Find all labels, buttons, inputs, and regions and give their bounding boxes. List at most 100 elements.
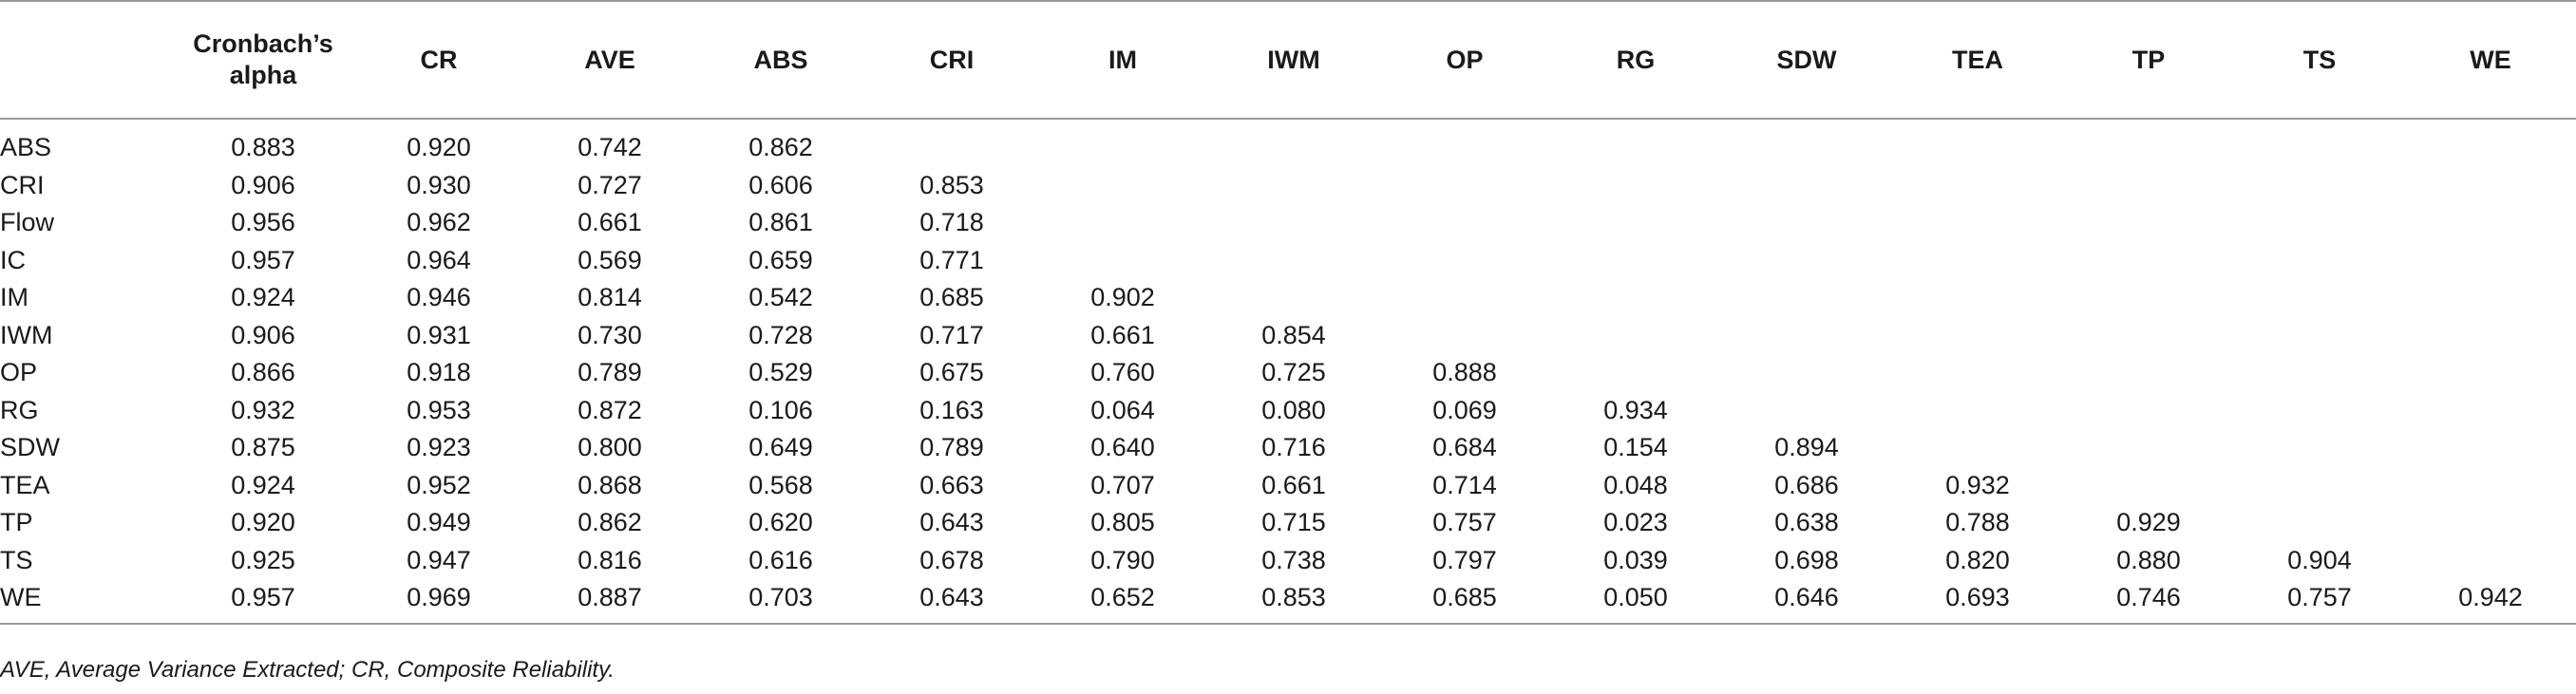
row-label: ABS: [0, 133, 52, 162]
table-row: TP 0.920 0.949 0.862 0.620 0.643 0.805 0.715 0.7…: [0, 504, 2576, 542]
header-cell: ABS: [753, 45, 808, 74]
table-cell: 0.050: [1603, 583, 1668, 612]
table-cell: 0.643: [919, 583, 984, 612]
table-cell: 0.920: [231, 508, 295, 537]
table-row: RG 0.932 0.953 0.872 0.106 0.163 0.064 0.080 0.0…: [0, 392, 2576, 430]
table-cell: [2234, 204, 2405, 242]
table-cell: 0.663: [919, 470, 984, 499]
table-cell: [1892, 392, 2063, 430]
table-cell: 0.684: [1432, 433, 1497, 462]
table-cell: [2234, 429, 2405, 467]
table-cell: 0.678: [919, 545, 984, 574]
table-cell: 0.685: [919, 283, 984, 312]
table-cell: 0.163: [919, 395, 984, 424]
table-cell: 0.942: [2458, 583, 2523, 612]
table-cell: 0.529: [748, 358, 813, 387]
table-cell: 0.862: [748, 133, 813, 162]
table-cell: 0.064: [1090, 395, 1155, 424]
table-cell: 0.930: [407, 170, 471, 199]
table-cell: [1208, 167, 1379, 205]
table-cell: 0.659: [748, 245, 813, 274]
table-cell: 0.725: [1261, 358, 1326, 387]
row-label: IWM: [0, 320, 53, 349]
table-cell: 0.661: [1090, 320, 1155, 349]
table-cell: 0.715: [1261, 508, 1326, 537]
table-cell: [2234, 242, 2405, 280]
table-cell: [2405, 354, 2576, 392]
table-cell: [1037, 167, 1208, 205]
table-row: TS 0.925 0.947 0.816 0.616 0.678 0.790 0.738 0.7…: [0, 542, 2576, 580]
table-cell: 0.714: [1432, 470, 1497, 499]
table-cell: [2405, 279, 2576, 317]
table-cell: [2063, 204, 2234, 242]
table-cell: 0.854: [1261, 320, 1326, 349]
table-cell: [2063, 119, 2234, 167]
table-cell: 0.638: [1774, 508, 1839, 537]
table-cell: 0.661: [578, 208, 642, 237]
table-cell: 0.800: [578, 433, 642, 462]
table-cell: [2405, 429, 2576, 467]
table-cell: [2063, 392, 2234, 430]
table-cell: 0.931: [407, 320, 471, 349]
table-cell: 0.757: [1432, 508, 1497, 537]
table-cell: [1892, 354, 2063, 392]
table-cell: 0.918: [407, 358, 471, 387]
table-cell: 0.932: [231, 395, 295, 424]
table-cell: 0.675: [919, 358, 984, 387]
table-cell: 0.760: [1090, 358, 1155, 387]
table-row: SDW 0.875 0.923 0.800 0.649 0.789 0.640 0.716 0.…: [0, 429, 2576, 467]
table-cell: 0.906: [231, 170, 295, 199]
table-cell: [2405, 317, 2576, 355]
table-cell: 0.686: [1774, 470, 1839, 499]
table-cell: 0.816: [578, 545, 642, 574]
table-cell: 0.643: [919, 508, 984, 537]
table-cell: 0.862: [578, 508, 642, 537]
table-cell: 0.920: [407, 133, 471, 162]
table-cell: [1379, 317, 1550, 355]
table-cell: [1379, 242, 1550, 280]
table-cell: 0.929: [2116, 508, 2181, 537]
table-cell: 0.923: [407, 433, 471, 462]
row-label: CRI: [0, 170, 45, 199]
table-cell: [2234, 467, 2405, 505]
table-cell: [2405, 204, 2576, 242]
table-cell: 0.649: [748, 433, 813, 462]
table-cell: [1037, 119, 1208, 167]
table-cell: 0.718: [919, 208, 984, 237]
table-cell: [2234, 504, 2405, 542]
table-cell: 0.947: [407, 545, 471, 574]
table-cell: 0.868: [578, 470, 642, 499]
table-cell: 0.728: [748, 320, 813, 349]
table-cell: 0.957: [231, 583, 295, 612]
table-row: OP 0.866 0.918 0.789 0.529 0.675 0.760 0.725 0.8…: [0, 354, 2576, 392]
table-cell: 0.964: [407, 245, 471, 274]
table-cell: [1550, 279, 1721, 317]
table-cell: 0.902: [1090, 283, 1155, 312]
table-cell: 0.023: [1603, 508, 1668, 537]
table-cell: [2063, 354, 2234, 392]
table-cell: [2063, 429, 2234, 467]
row-label: TS: [0, 545, 33, 574]
table-cell: 0.883: [231, 133, 295, 162]
table-cell: [1892, 167, 2063, 205]
table-cell: 0.956: [231, 208, 295, 237]
table-cell: 0.568: [748, 470, 813, 499]
table-cell: 0.746: [2116, 583, 2181, 612]
table-cell: 0.814: [578, 283, 642, 312]
row-label: WE: [0, 583, 42, 612]
header-cell: TP: [2131, 45, 2166, 74]
header-cell: CRI: [929, 45, 975, 74]
table-row: IWM 0.906 0.931 0.730 0.728 0.717 0.661 0.854: [0, 317, 2576, 355]
table-cell: 0.957: [231, 245, 295, 274]
table-cell: [2234, 392, 2405, 430]
row-label: IC: [0, 245, 26, 274]
table-cell: [1379, 279, 1550, 317]
table-cell: [1721, 204, 1892, 242]
table-cell: 0.757: [2287, 583, 2352, 612]
table-cell: [2405, 504, 2576, 542]
table-row: ABS 0.883 0.920 0.742 0.862: [0, 119, 2576, 167]
table-cell: 0.875: [231, 433, 295, 462]
table-cell: [2405, 467, 2576, 505]
table-cell: 0.872: [578, 395, 642, 424]
header-row: Cronbach’s alpha CR AVE ABS CRI IM IWM OP RG SDW T…: [0, 1, 2576, 119]
